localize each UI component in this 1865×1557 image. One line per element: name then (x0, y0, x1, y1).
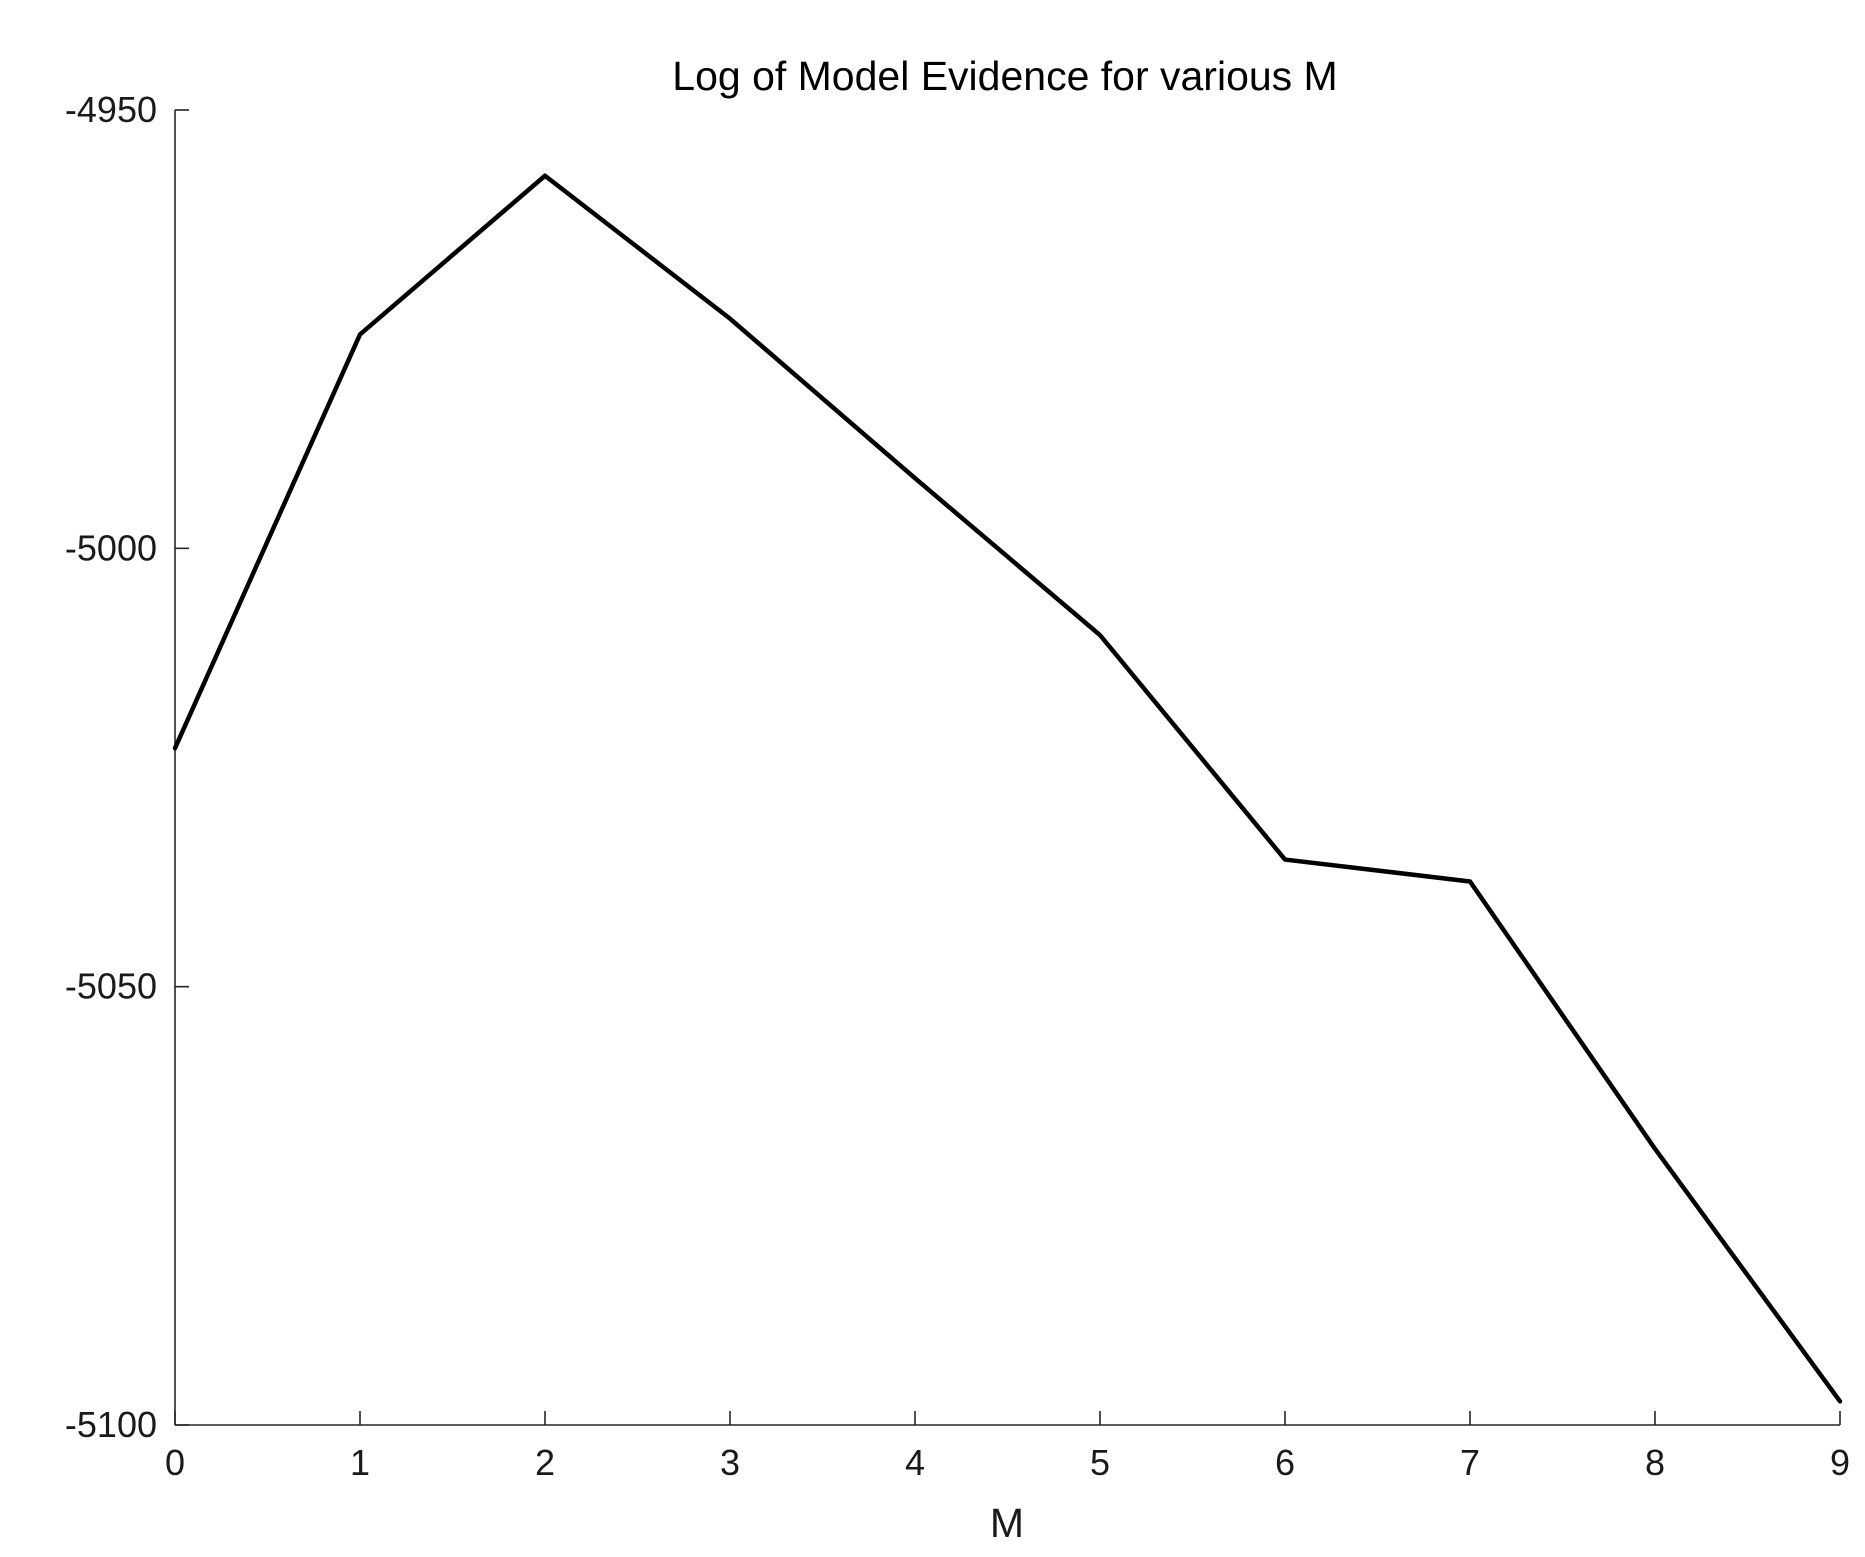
x-axis-label: M (990, 1500, 1024, 1546)
x-tick-label: 2 (535, 1442, 555, 1483)
x-tick-label: 4 (905, 1442, 925, 1483)
x-tick-label: 0 (165, 1442, 185, 1483)
x-tick-label: 1 (350, 1442, 370, 1483)
x-tick-label: 6 (1275, 1442, 1295, 1483)
series-line (172, 173, 1843, 1404)
y-tick-label: -5050 (65, 966, 157, 1007)
y-tick-label: -4950 (65, 89, 157, 130)
x-tick-label: 9 (1830, 1442, 1850, 1483)
x-tick-label: 3 (720, 1442, 740, 1483)
y-tick-label: -5000 (65, 527, 157, 568)
axes (174, 110, 1840, 1426)
x-tick-label: 5 (1090, 1442, 1110, 1483)
x-ticks: 0 1 2 3 4 5 6 7 8 9 (165, 1411, 1850, 1483)
y-tick-label: -5100 (65, 1404, 157, 1445)
x-tick-label: 8 (1645, 1442, 1665, 1483)
chart-title: Log of Model Evidence for various M (672, 53, 1337, 99)
y-ticks: -4950 -5000 -5050 -5100 (65, 89, 189, 1445)
x-tick-label: 7 (1460, 1442, 1480, 1483)
